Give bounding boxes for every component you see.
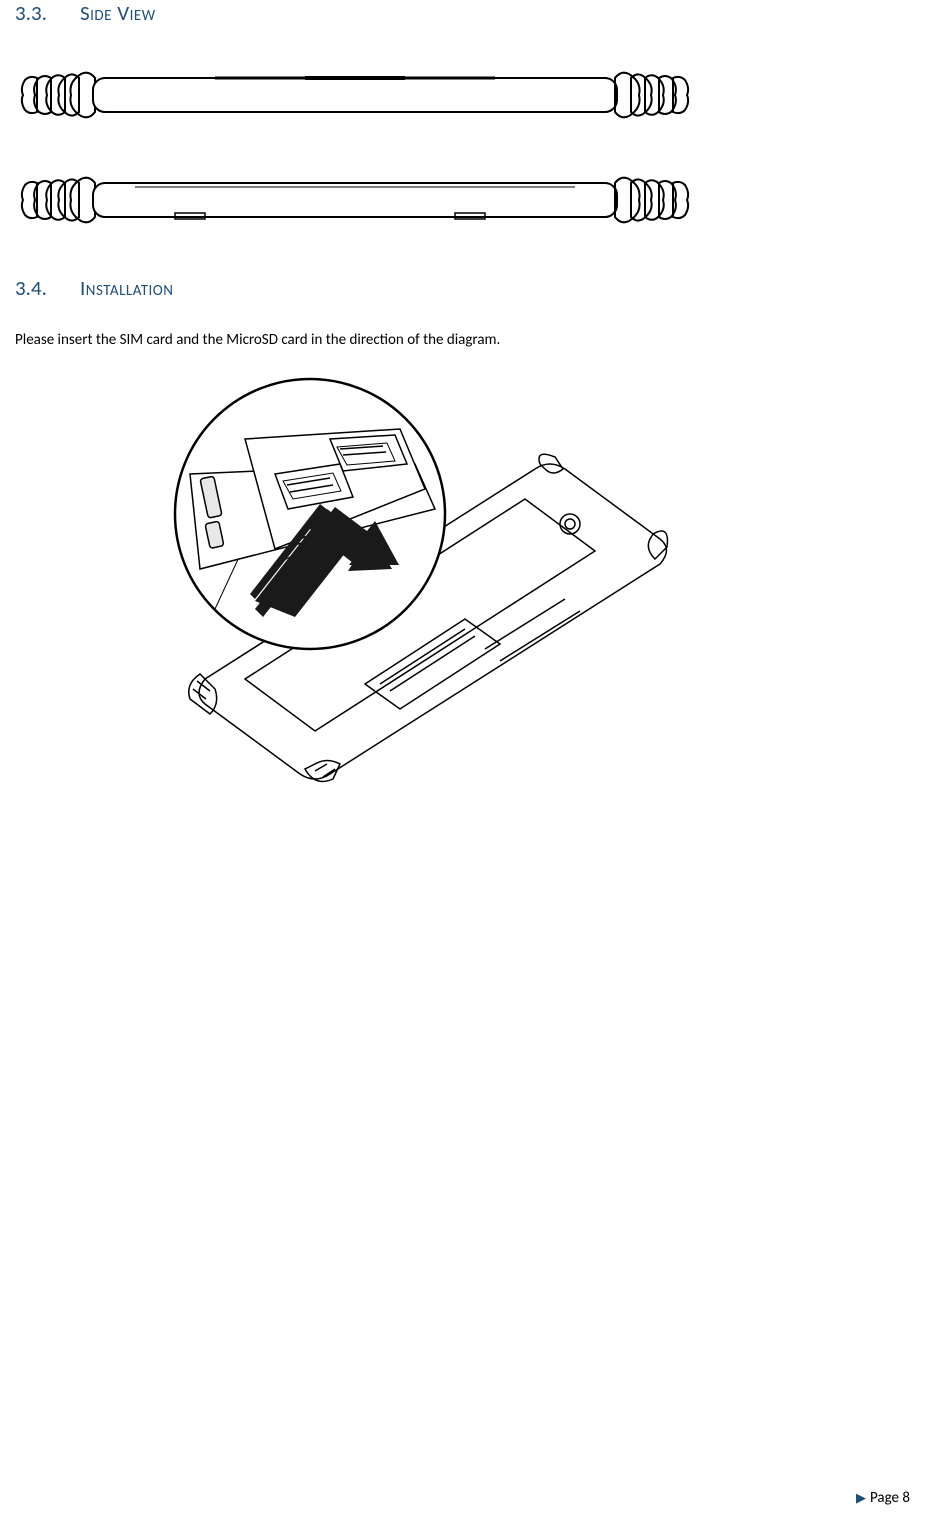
page-footer: ▶ Page 8 <box>856 1489 910 1507</box>
body-text: Please insert the SIM card and the Micro… <box>15 331 925 349</box>
section-heading-installation: 3.4. Installation <box>15 275 925 301</box>
side-view-svg <box>15 50 695 230</box>
section-heading-side-view: 3.3. Side View <box>15 0 925 26</box>
section-number: 3.4. <box>15 275 80 301</box>
installation-svg <box>105 369 685 799</box>
page-number: Page 8 <box>870 1489 910 1507</box>
side-view-diagram <box>15 50 925 235</box>
footer-arrow-icon: ▶ <box>856 1491 866 1506</box>
section-title: Installation <box>80 275 173 301</box>
section-number: 3.3. <box>15 0 80 26</box>
section-title: Side View <box>80 0 156 26</box>
installation-diagram <box>15 369 925 804</box>
